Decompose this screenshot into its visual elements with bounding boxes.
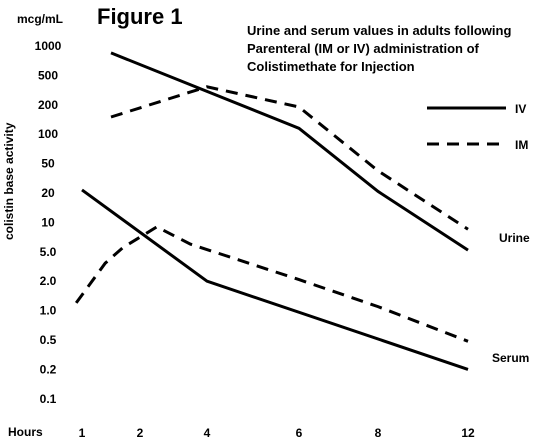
y-tick-label: 1.0 bbox=[40, 304, 57, 318]
x-tick-label: 6 bbox=[296, 426, 303, 440]
legend-label-im: IM bbox=[515, 138, 528, 152]
y-tick-label: 0.5 bbox=[40, 333, 57, 347]
y-tick-label: 500 bbox=[38, 68, 58, 82]
group-labels: Urine Serum bbox=[492, 231, 530, 365]
subtitle-line-3: Colistimethate for Injection bbox=[247, 59, 415, 74]
group-label-serum: Serum bbox=[492, 351, 529, 365]
x-tick-label: 12 bbox=[461, 426, 475, 440]
x-tick-labels: 1 2 4 6 8 12 bbox=[79, 426, 475, 440]
y-tick-label: 10 bbox=[41, 215, 55, 229]
y-tick-label: 50 bbox=[41, 157, 55, 171]
subtitle-line-1: Urine and serum values in adults followi… bbox=[247, 23, 512, 38]
series-line-urine-iv bbox=[110, 51, 469, 252]
y-tick-label: 1000 bbox=[35, 39, 62, 53]
y-tick-label: 100 bbox=[38, 127, 58, 141]
x-tick-label: 8 bbox=[375, 426, 382, 440]
legend: IV IM bbox=[427, 102, 528, 152]
y-tick-labels: 1000 500 200 100 50 20 10 5.0 2.0 1.0 0.5 0.2 0.1 bbox=[35, 39, 62, 406]
y-axis-label: colistin base activity bbox=[2, 122, 16, 240]
group-label-urine: Urine bbox=[499, 231, 530, 245]
figure-title: Figure 1 bbox=[97, 4, 183, 29]
subtitle-line-2: Parenteral (IM or IV) administration of bbox=[247, 41, 479, 56]
y-tick-label: 200 bbox=[38, 98, 58, 112]
legend-label-iv: IV bbox=[515, 102, 526, 116]
y-tick-label: 2.0 bbox=[40, 274, 57, 288]
x-tick-label: 2 bbox=[137, 426, 144, 440]
y-tick-label: 0.2 bbox=[40, 362, 57, 376]
y-tick-label: 0.1 bbox=[40, 392, 57, 406]
series-line-urine-im bbox=[110, 85, 469, 231]
y-unit-label: mcg/mL bbox=[17, 12, 64, 26]
y-tick-label: 5.0 bbox=[40, 245, 57, 259]
series-line-serum-iv bbox=[81, 188, 469, 371]
x-tick-label: 1 bbox=[79, 426, 86, 440]
y-tick-label: 20 bbox=[41, 186, 55, 200]
series-line-serum-im bbox=[74, 225, 469, 343]
x-tick-label: 4 bbox=[204, 426, 211, 440]
x-axis-title: Hours bbox=[8, 425, 43, 439]
chart-subtitle: Urine and serum values in adults followi… bbox=[247, 22, 537, 76]
series-lines bbox=[74, 51, 469, 371]
